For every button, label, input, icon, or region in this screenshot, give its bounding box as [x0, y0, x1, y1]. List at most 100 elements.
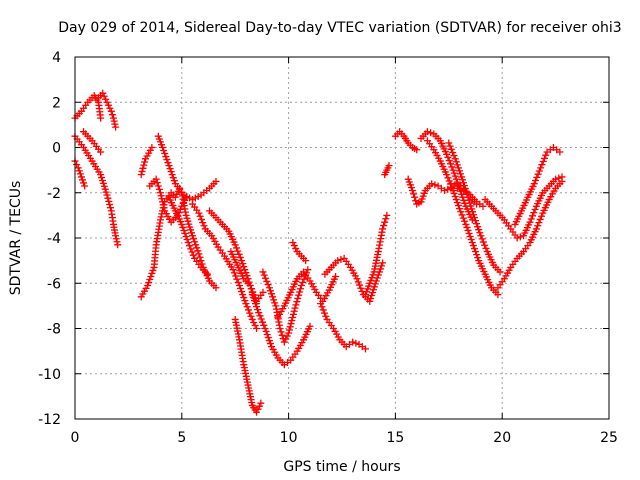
data-point [156, 189, 164, 197]
data-point [253, 303, 261, 311]
data-point [286, 323, 294, 331]
data-point [527, 215, 535, 223]
data-point [536, 215, 544, 223]
data-point [306, 322, 314, 330]
data-point [251, 321, 259, 329]
data-point [260, 321, 268, 329]
data-point [473, 251, 481, 259]
data-point [477, 232, 485, 240]
data-point [245, 278, 253, 286]
data-point [237, 285, 245, 293]
data-point [192, 241, 200, 249]
data-point [352, 339, 360, 347]
data-point [244, 306, 252, 314]
y-tick-label: 0 [52, 141, 61, 157]
data-point [257, 315, 265, 323]
data-point [320, 309, 328, 317]
series-arc-s [289, 239, 310, 265]
data-point [107, 107, 115, 115]
data-point [278, 331, 286, 339]
data-point [263, 277, 271, 285]
data-point [556, 148, 564, 156]
data-point [479, 238, 487, 246]
data-point [99, 89, 107, 97]
data-point [271, 299, 279, 307]
data-point [555, 174, 563, 182]
chart-title: Day 029 of 2014, Sidereal Day-to-day VTE… [58, 20, 621, 36]
series-arc-k [178, 189, 220, 292]
data-point [112, 232, 120, 240]
data-point [146, 275, 154, 283]
data-point [229, 266, 237, 274]
data-point [532, 177, 540, 185]
data-point [472, 217, 479, 225]
data-point [280, 338, 288, 346]
data-point [266, 340, 274, 348]
data-point [304, 266, 312, 274]
data-point [162, 153, 170, 161]
series-arc-p [248, 291, 314, 369]
data-point [382, 215, 390, 223]
data-point [78, 176, 86, 184]
series-arc-t [317, 300, 369, 353]
data-point [250, 297, 258, 305]
data-point [200, 222, 208, 230]
data-point [447, 145, 455, 153]
data-point [457, 185, 465, 193]
data-point [457, 208, 465, 216]
data-point [138, 167, 146, 175]
data-point [450, 169, 458, 177]
data-point [455, 167, 463, 175]
data-point [167, 168, 175, 176]
data-point [318, 303, 326, 311]
data-point [450, 190, 458, 198]
series-arc-w [381, 162, 393, 179]
data-point [247, 285, 255, 293]
y-axis-label: SDTVAR / TECUs [8, 181, 24, 296]
data-point [467, 236, 475, 244]
series-arc-e [80, 128, 105, 156]
data-point [148, 269, 156, 277]
data-point [448, 163, 456, 171]
data-point [188, 248, 196, 256]
data-point [472, 248, 479, 256]
series-arc-r [274, 268, 340, 321]
y-tick-label: -12 [38, 412, 61, 428]
data-point [287, 320, 295, 328]
data-point [297, 282, 305, 290]
data-point [97, 114, 105, 122]
data-point [534, 170, 542, 178]
data-point [356, 281, 364, 289]
x-axis-label: GPS time / hours [283, 459, 400, 475]
data-point [171, 193, 179, 201]
data-point [109, 114, 117, 122]
data-point [337, 255, 345, 263]
data-point [293, 298, 301, 306]
data-point [259, 288, 267, 296]
data-point [262, 274, 270, 282]
data-point [240, 294, 248, 302]
x-tick-label: 20 [493, 430, 511, 446]
data-point [263, 331, 271, 339]
plot-frame [74, 56, 610, 420]
data-point [538, 161, 546, 169]
data-point [537, 164, 545, 172]
data-point [299, 278, 307, 286]
data-markers [71, 89, 566, 416]
data-point [106, 104, 114, 112]
data-point [196, 212, 204, 220]
data-point [265, 337, 273, 345]
data-point [239, 291, 247, 299]
data-point [247, 312, 255, 320]
y-tick-label: 2 [52, 95, 61, 111]
series-arc-g [137, 144, 156, 179]
data-point [74, 164, 82, 172]
series-arc-x [391, 128, 421, 154]
series-arc-n [231, 315, 265, 416]
series-arc-ab [445, 139, 504, 276]
data-point [300, 275, 308, 283]
data-point [104, 101, 112, 109]
data-point [413, 146, 421, 154]
x-tick-label: 0 [71, 430, 80, 446]
series-arc-ac [447, 180, 487, 210]
